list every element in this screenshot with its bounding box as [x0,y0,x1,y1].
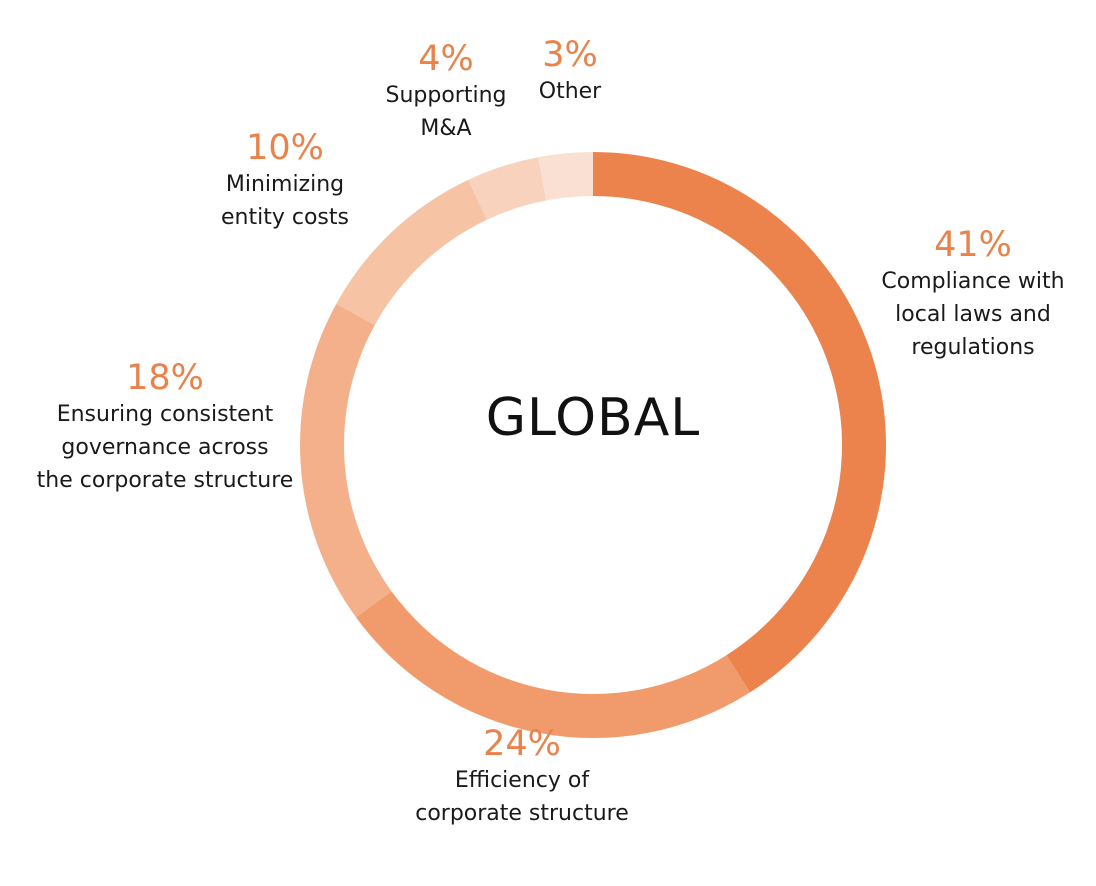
donut-slice-entity-costs [336,179,487,326]
slice-label-efficiency: 24% Efficiency of corporate structure [392,724,652,830]
slice-description-mna: Supporting M&A [385,83,507,141]
donut-slice-compliance [593,152,886,693]
slice-percent-efficiency: 24% [483,724,561,764]
donut-slice-mna [468,157,547,220]
slice-percent-mna: 4% [418,39,474,79]
slice-percent-compliance: 41% [934,225,1012,265]
slice-label-governance: 18% Ensuring consistent governance acros… [20,358,310,497]
chart-center-title: GLOBAL [485,388,701,448]
slice-label-other: 3% Other [520,35,620,108]
donut-slice-efficiency [355,591,750,738]
slice-percent-other: 3% [542,35,598,75]
slice-description-entity-costs: Minimizing entity costs [221,172,349,230]
donut-slice-governance [299,303,392,618]
slice-percent-entity-costs: 10% [246,128,324,168]
slice-description-efficiency: Efficiency of corporate structure [415,768,629,826]
donut-slices [299,152,886,738]
donut-slice-other [538,152,593,201]
slice-percent-governance: 18% [126,358,204,398]
slice-label-mna: 4% Supporting M&A [366,39,526,145]
slice-description-other: Other [538,79,602,104]
slice-label-compliance: 41% Compliance with local laws and regul… [868,225,1078,364]
slice-description-governance: Ensuring consistent governance across th… [36,402,294,493]
slice-label-entity-costs: 10% Minimizing entity costs [200,128,370,234]
slice-description-compliance: Compliance with local laws and regulatio… [881,269,1065,360]
